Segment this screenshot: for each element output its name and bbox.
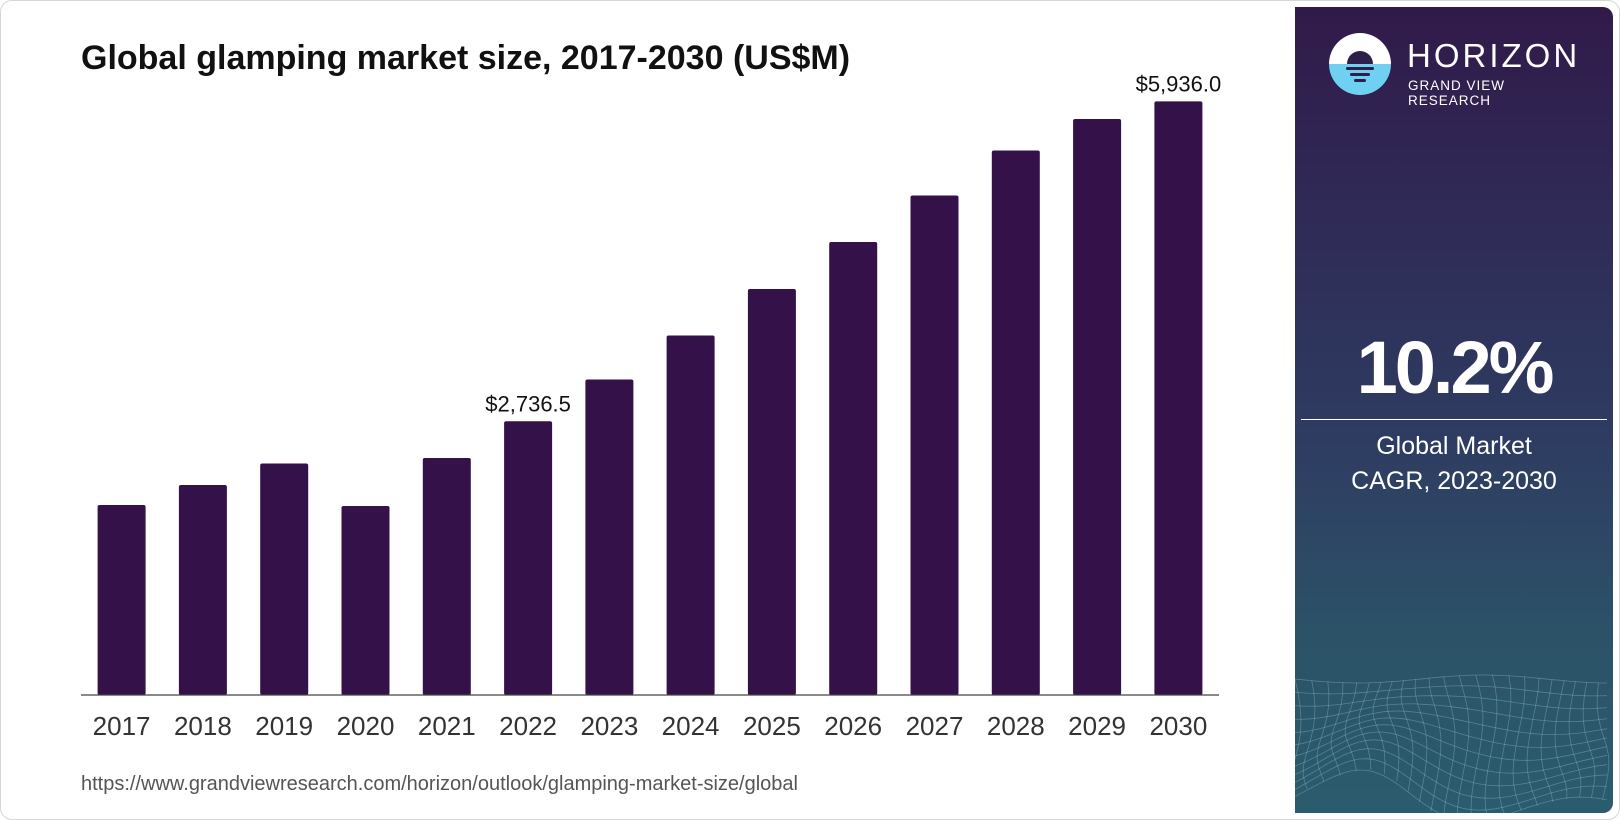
x-tick-2028: 2028 (987, 711, 1045, 741)
bar-2018 (178, 485, 227, 695)
cagr-divider (1301, 419, 1607, 420)
cagr-panel: HORIZON GRAND VIEW RESEARCH 10.2% Global… (1295, 7, 1613, 813)
x-tick-2024: 2024 (662, 711, 720, 741)
data-label-2030: $5,936.0 (1136, 71, 1222, 96)
bar-2025 (747, 289, 796, 695)
bar-2017 (97, 505, 146, 695)
bar-2027 (910, 195, 959, 695)
source-url: https://www.grandviewresearch.com/horizo… (81, 773, 798, 795)
bar-2028 (991, 150, 1040, 695)
bar-2026 (829, 242, 878, 695)
sun-horizon-icon (1329, 33, 1391, 95)
x-tick-2018: 2018 (174, 711, 232, 741)
chart-title: Global glamping market size, 2017-2030 (… (81, 39, 851, 77)
bar-2020 (341, 506, 390, 695)
cagr-value: 10.2% (1356, 326, 1555, 409)
data-label-2022: $2,736.5 (485, 391, 571, 416)
x-tick-2023: 2023 (580, 711, 638, 741)
cagr-label: Global Market CAGR, 2023-2030 (1295, 429, 1613, 499)
x-tick-2021: 2021 (418, 711, 476, 741)
bar-2021 (422, 458, 471, 695)
x-tick-2020: 2020 (337, 711, 395, 741)
x-tick-2029: 2029 (1068, 711, 1126, 741)
wave-mesh-graphic (1295, 674, 1610, 813)
x-tick-2022: 2022 (499, 711, 557, 741)
x-tick-2026: 2026 (824, 711, 882, 741)
x-tick-labels: 2017 2018 2019 2020 2021 2022 2023 2024 2025 2026… (93, 711, 1208, 741)
bar-2019 (260, 463, 309, 695)
bars-layer (97, 101, 1203, 695)
bar-2029 (1073, 119, 1122, 695)
bar-2023 (585, 379, 634, 695)
x-tick-2025: 2025 (743, 711, 801, 741)
data-labels: $2,736.5 $5,936.0 (485, 71, 1221, 416)
bar-2030 (1154, 101, 1203, 695)
x-tick-2017: 2017 (93, 711, 151, 741)
x-tick-2019: 2019 (255, 711, 313, 741)
bar-2022 (504, 421, 553, 695)
cagr-label-line1: Global Market (1376, 432, 1532, 460)
cagr-label-line2: CAGR, 2023-2030 (1351, 467, 1557, 495)
x-tick-2030: 2030 (1149, 711, 1207, 741)
brand-subtitle: GRAND VIEW RESEARCH (1408, 78, 1506, 108)
brand-name: HORIZON (1407, 37, 1581, 74)
x-tick-2027: 2027 (906, 711, 964, 741)
horizon-logo: HORIZON GRAND VIEW RESEARCH (1329, 31, 1589, 108)
bar-2024 (666, 335, 715, 695)
bar-chart: 2017 2018 2019 2020 2021 2022 2023 2024 2025 2026… (81, 71, 1221, 741)
